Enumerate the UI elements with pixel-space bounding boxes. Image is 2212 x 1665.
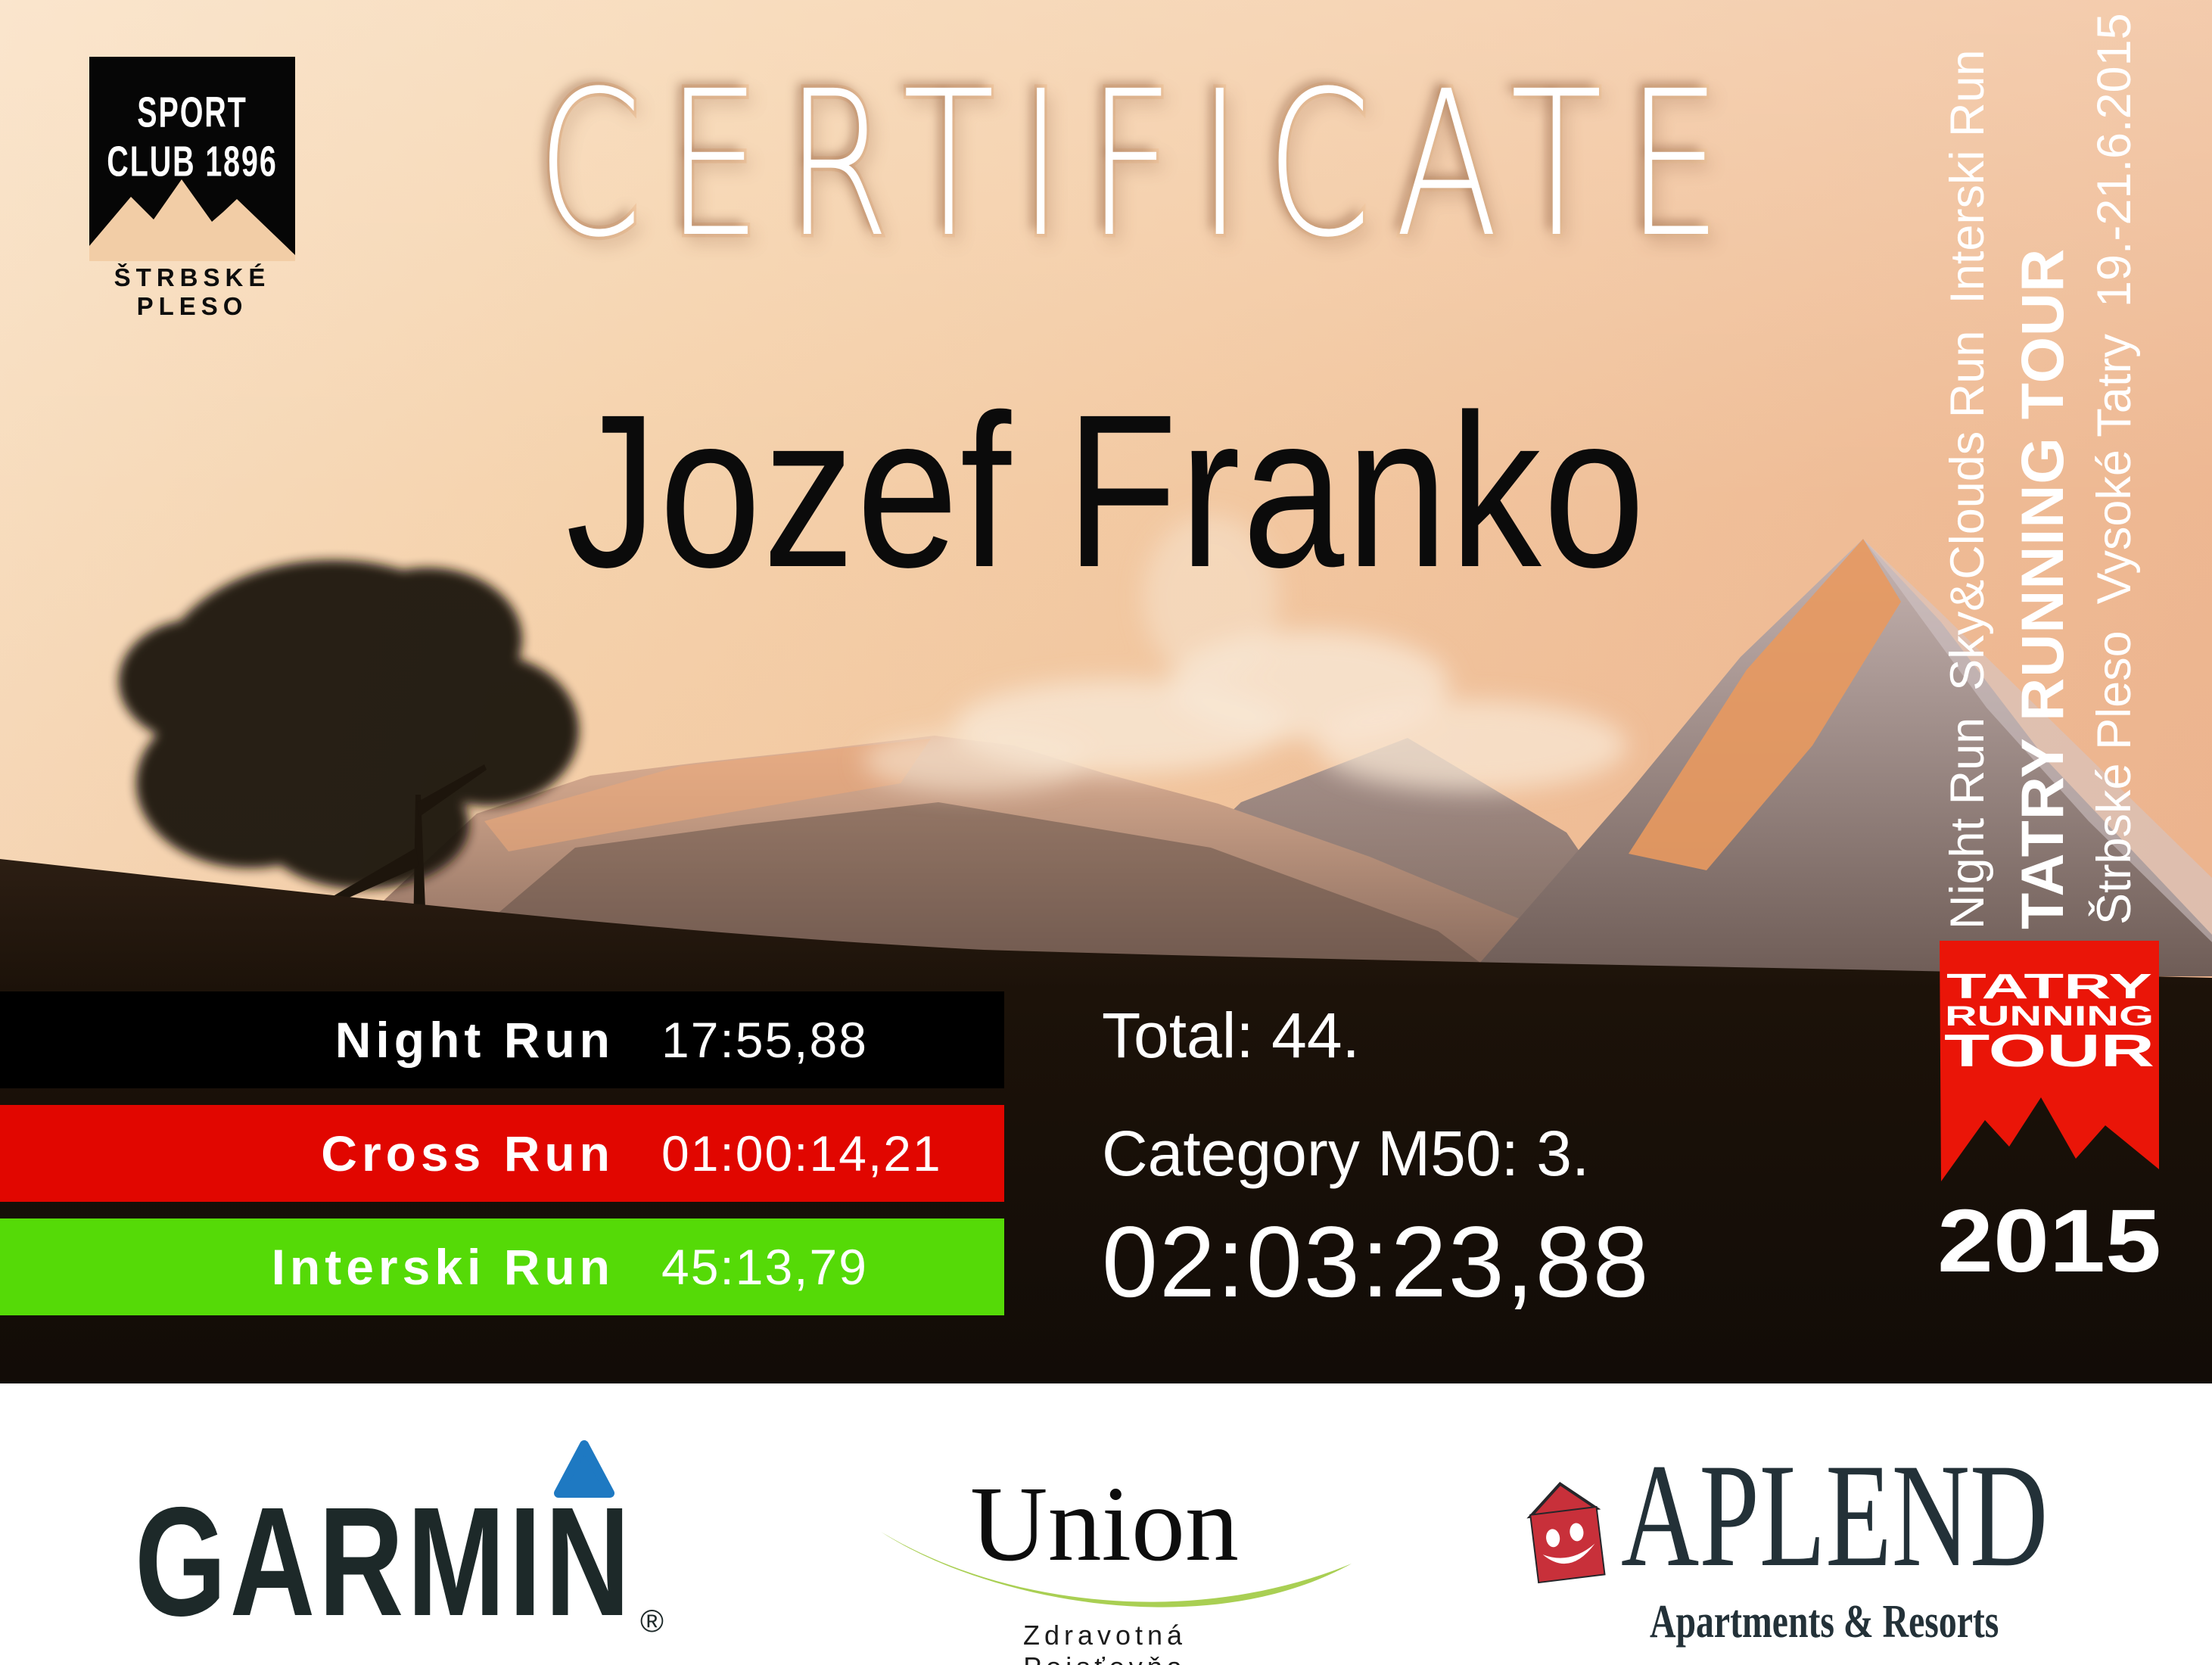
garmin-logo: GARMIN: [135, 1475, 634, 1648]
sponsor-footer: [0, 1383, 2212, 1665]
total-time: 02:03:23,88: [1102, 1206, 1650, 1318]
tatry-running-tour-badge: TATRY RUNNING TOUR 2015: [1937, 941, 2161, 1289]
union-subtitle: Zdravotná Poisťovňa: [1022, 1620, 1187, 1665]
union-logo: Union: [970, 1464, 1239, 1583]
garmin-triangle-icon: [554, 1440, 614, 1498]
aplend-logo: APLEND: [1621, 1433, 2049, 1598]
result-label: Night Run: [334, 1012, 614, 1068]
garmin-registered-mark: ®: [640, 1603, 664, 1639]
result-time: 45:13,79: [661, 1239, 868, 1295]
high-peak-snow-face: [1863, 539, 2212, 942]
result-label: Cross Run: [321, 1125, 614, 1181]
sport-club-name: SPORT CLUB 1896: [107, 88, 278, 185]
result-row-interski-run: Interski Run 45:13,79: [0, 1218, 1004, 1315]
category-rank: Category M50: 3.: [1102, 1118, 1590, 1189]
sport-club-place: ŠTRBSKÉ PLESO: [114, 263, 271, 320]
result-row-night-run: Night Run 17:55,88: [0, 991, 1004, 1088]
union-swoosh-icon: [881, 1532, 1352, 1607]
side-tour-text: TATRY RUNNING TOUR: [2008, 247, 2076, 929]
result-time: 17:55,88: [661, 1012, 868, 1068]
recipient-name: Jozef Franko: [565, 369, 1647, 613]
tree-silhouette: [119, 560, 579, 984]
certificate-title: CERTIFICATE: [534, 48, 1746, 282]
aplend-house-icon: [1526, 1482, 1606, 1584]
total-rank: Total: 44.: [1102, 1000, 1360, 1071]
side-events-text: Night Run Sky&Clouds Run Interski Run: [1941, 49, 1994, 929]
result-row-cross-run: Cross Run 01:00:14,21: [0, 1105, 1004, 1202]
badge-banner-shape: [1940, 941, 2159, 1181]
badge-year: 2015: [1937, 1191, 2161, 1289]
result-label: Interski Run: [271, 1239, 614, 1295]
badge-line3: TOUR: [1944, 1025, 2154, 1076]
sport-club-mountains-icon: [89, 179, 295, 261]
central-mountain-sunlit-snow: [484, 739, 931, 851]
badge-line2: RUNNING: [1945, 1001, 2154, 1032]
high-peak-sunlit-face: [1629, 539, 1901, 870]
sport-club-logo: SPORT CLUB 1896: [89, 57, 295, 261]
result-time: 01:00:14,21: [661, 1125, 942, 1181]
high-peak: [1468, 539, 2212, 976]
badge-line1: TATRY: [1946, 966, 2152, 1006]
aplend-subtitle: Apartments & Resorts: [1650, 1596, 1999, 1648]
clouds: [863, 515, 1627, 792]
side-location-text: Štrbské Pleso Vysoké Tatry 19.-21.6.2015: [2088, 13, 2141, 925]
